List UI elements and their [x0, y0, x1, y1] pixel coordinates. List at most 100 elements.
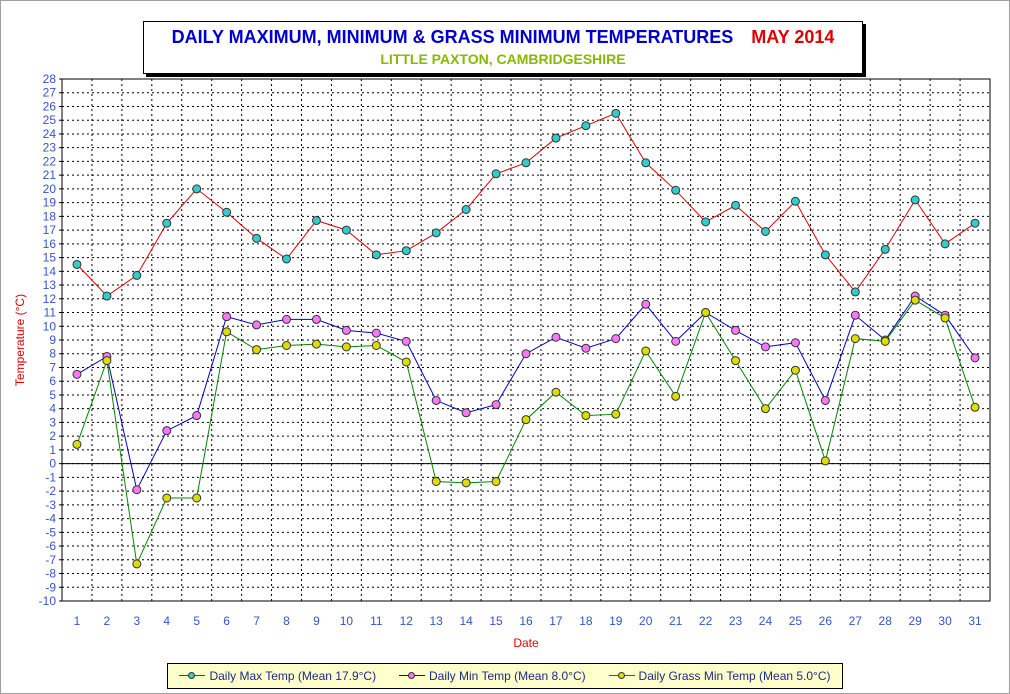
y-tick-label: 23: [43, 141, 57, 155]
title-main: DAILY MAXIMUM, MINIMUM & GRASS MINIMUM T…: [171, 27, 734, 47]
data-point-0: [910, 195, 920, 205]
x-tick-label: 7: [253, 614, 260, 628]
data-point-2: [880, 336, 890, 346]
data-point-2: [970, 402, 980, 412]
data-point-2: [760, 404, 770, 414]
y-tick-label: 19: [43, 196, 57, 210]
data-point-2: [282, 340, 292, 350]
x-tick-label: 10: [340, 614, 354, 628]
data-point-2: [252, 345, 262, 355]
y-tick-label: 18: [43, 209, 57, 223]
data-point-1: [491, 400, 501, 410]
data-point-0: [880, 244, 890, 254]
y-tick-label: -2: [45, 484, 56, 498]
data-point-2: [731, 356, 741, 366]
data-point-1: [341, 325, 351, 335]
x-tick-label: 22: [699, 614, 713, 628]
x-tick-label: 25: [789, 614, 803, 628]
legend-swatch-grass: [608, 671, 635, 681]
legend-item-grass: Daily Grass Min Temp (Mean 5.0°C): [608, 669, 831, 683]
data-point-2: [192, 493, 202, 503]
data-point-2: [132, 559, 142, 569]
legend-swatch-max: [179, 671, 206, 681]
plot-area: [61, 78, 991, 602]
data-point-0: [731, 200, 741, 210]
title-period: MAY 2014: [751, 27, 835, 47]
data-point-2: [102, 356, 112, 366]
data-point-0: [371, 250, 381, 260]
data-point-1: [222, 312, 232, 322]
data-point-1: [371, 328, 381, 338]
data-point-2: [491, 476, 501, 486]
x-tick-label: 12: [400, 614, 414, 628]
data-point-0: [222, 207, 232, 217]
legend: Daily Max Temp (Mean 17.9°C) Daily Min T…: [167, 663, 843, 689]
data-point-0: [701, 217, 711, 227]
data-point-0: [820, 250, 830, 260]
data-point-2: [521, 415, 531, 425]
y-tick-label: 22: [43, 154, 57, 168]
data-point-0: [431, 228, 441, 238]
chart-title: DAILY MAXIMUM, MINIMUM & GRASS MINIMUM T…: [144, 27, 862, 48]
data-point-0: [401, 246, 411, 256]
data-point-0: [162, 218, 172, 228]
legend-label-max: Daily Max Temp (Mean 17.9°C): [209, 669, 377, 683]
y-tick-label: 24: [43, 127, 57, 141]
data-point-1: [162, 426, 172, 436]
data-point-0: [341, 225, 351, 235]
y-tick-label: 5: [49, 388, 56, 402]
data-point-0: [760, 226, 770, 236]
x-tick-label: 18: [579, 614, 593, 628]
x-axis-label: Date: [513, 636, 539, 650]
x-tick-label: 28: [879, 614, 893, 628]
x-tick-label: 1: [74, 614, 81, 628]
data-point-2: [671, 391, 681, 401]
y-tick-label: 13: [43, 278, 57, 292]
x-tick-label: 21: [669, 614, 683, 628]
y-tick-label: -3: [45, 498, 56, 512]
data-point-1: [760, 342, 770, 352]
data-point-0: [581, 121, 591, 131]
data-point-2: [431, 476, 441, 486]
data-point-2: [940, 313, 950, 323]
data-point-0: [970, 218, 980, 228]
data-point-1: [970, 353, 980, 363]
data-point-2: [790, 365, 800, 375]
x-tick-label: 24: [759, 614, 773, 628]
y-tick-label: 26: [43, 99, 57, 113]
legend-label-grass: Daily Grass Min Temp (Mean 5.0°C): [638, 669, 831, 683]
data-point-0: [491, 169, 501, 179]
data-point-1: [850, 310, 860, 320]
data-point-0: [611, 108, 621, 118]
x-tick-label: 13: [430, 614, 444, 628]
data-point-1: [790, 338, 800, 348]
data-point-2: [341, 342, 351, 352]
x-tick-label: 11: [370, 614, 383, 628]
y-tick-label: -8: [45, 567, 56, 581]
data-point-0: [850, 287, 860, 297]
data-point-2: [72, 439, 82, 449]
y-tick-label: -5: [45, 525, 56, 539]
data-point-2: [222, 327, 232, 337]
x-tick-label: 20: [639, 614, 653, 628]
y-tick-label: 20: [43, 182, 57, 196]
data-point-2: [401, 357, 411, 367]
y-tick-label: 7: [49, 360, 56, 374]
data-point-1: [611, 334, 621, 344]
y-tick-label: 6: [49, 374, 56, 388]
data-point-2: [461, 478, 471, 488]
x-tick-label: 6: [223, 614, 230, 628]
data-point-0: [282, 254, 292, 264]
data-point-0: [940, 239, 950, 249]
x-tick-label: 27: [849, 614, 863, 628]
x-tick-label: 3: [133, 614, 140, 628]
data-point-0: [461, 205, 471, 214]
x-tick-label: 5: [193, 614, 200, 628]
x-tick-label: 26: [819, 614, 833, 628]
x-tick-label: 8: [283, 614, 290, 628]
data-point-0: [551, 133, 561, 143]
data-point-2: [910, 295, 920, 305]
data-point-1: [192, 411, 202, 421]
y-tick-label: -10: [39, 594, 57, 608]
data-point-1: [731, 325, 741, 335]
